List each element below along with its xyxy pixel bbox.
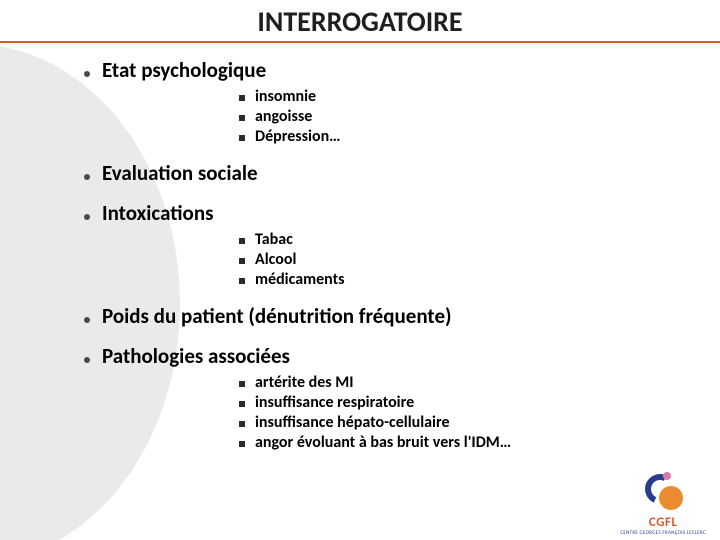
- list-item-label: Intoxications: [102, 200, 214, 226]
- sub-list: insomnieangoisseDépression…: [84, 87, 720, 146]
- sub-list-item-label: angor évoluant à bas bruit vers l'IDM…: [255, 433, 511, 452]
- bullet-square-icon: [239, 401, 245, 407]
- list-item: Etat psychologique insomnieangoisseDépres…: [84, 57, 720, 146]
- logo-mark: [641, 472, 685, 514]
- logo-cgfl: CGFL CENTRE GEORGES FRANÇOIS LECLERC: [620, 472, 706, 536]
- sub-list-item-label: artérite des MI: [255, 373, 354, 392]
- sub-list-item: angoisse: [239, 107, 720, 126]
- sub-list-item: insomnie: [239, 87, 720, 106]
- title-underline: [0, 41, 720, 43]
- sub-list-item-label: médicaments: [255, 270, 345, 289]
- list-item-label: Evaluation sociale: [102, 160, 258, 186]
- bullet-square-icon: [239, 135, 245, 141]
- sub-list: artérite des MIinsuffisance respiratoire…: [84, 373, 720, 452]
- bullet-square-icon: [239, 381, 245, 387]
- bullet-list: Etat psychologique insomnieangoisseDépres…: [0, 57, 720, 452]
- logo-subtext: CENTRE GEORGES FRANÇOIS LECLERC: [620, 530, 706, 536]
- bullet-dot-icon: [84, 214, 90, 220]
- sub-list-item: médicaments: [239, 270, 720, 289]
- bullet-dot-icon: [84, 357, 90, 363]
- sub-list-item: Tabac: [239, 230, 720, 249]
- sub-list-item-label: Dépression…: [255, 127, 341, 146]
- list-item: Intoxications TabacAlcoolmédicaments: [84, 200, 720, 289]
- bullet-square-icon: [239, 95, 245, 101]
- sub-list-item: insuffisance respiratoire: [239, 393, 720, 412]
- bullet-square-icon: [239, 421, 245, 427]
- bullet-dot-icon: [84, 71, 90, 77]
- bullet-square-icon: [239, 238, 245, 244]
- sub-list-item-label: Alcool: [255, 250, 296, 269]
- sub-list-item: insuffisance hépato-cellulaire: [239, 413, 720, 432]
- sub-list-item-label: Tabac: [255, 230, 293, 249]
- bullet-dot-icon: [84, 317, 90, 323]
- list-item-label: Etat psychologique: [102, 57, 266, 83]
- logo-circle-icon: [659, 486, 683, 510]
- slide-content: INTERROGATOIRE Etat psychologique insomni…: [0, 4, 720, 452]
- sub-list-item-label: insuffisance respiratoire: [255, 393, 414, 412]
- bullet-dot-icon: [84, 174, 90, 180]
- sub-list-item: angor évoluant à bas bruit vers l'IDM…: [239, 433, 720, 452]
- list-item-label: Poids du patient (dénutrition fréquente): [102, 303, 452, 329]
- sub-list-item: artérite des MI: [239, 373, 720, 392]
- list-item-label: Pathologies associées: [102, 343, 290, 369]
- sub-list-item: Alcool: [239, 250, 720, 269]
- bullet-square-icon: [239, 441, 245, 447]
- list-item: Poids du patient (dénutrition fréquente): [84, 303, 720, 329]
- bullet-square-icon: [239, 278, 245, 284]
- bullet-square-icon: [239, 115, 245, 121]
- list-item: Pathologies associéesartérite des MIinsu…: [84, 343, 720, 452]
- slide-title: INTERROGATOIRE: [0, 4, 720, 39]
- list-item: Evaluation sociale: [84, 160, 720, 186]
- logo-text: CGFL: [620, 515, 706, 530]
- sub-list-item: Dépression…: [239, 127, 720, 146]
- sub-list-item-label: insomnie: [255, 87, 316, 106]
- sub-list-item-label: angoisse: [255, 107, 312, 126]
- sub-list: TabacAlcoolmédicaments: [84, 230, 720, 289]
- bullet-square-icon: [239, 258, 245, 264]
- sub-list-item-label: insuffisance hépato-cellulaire: [255, 413, 450, 432]
